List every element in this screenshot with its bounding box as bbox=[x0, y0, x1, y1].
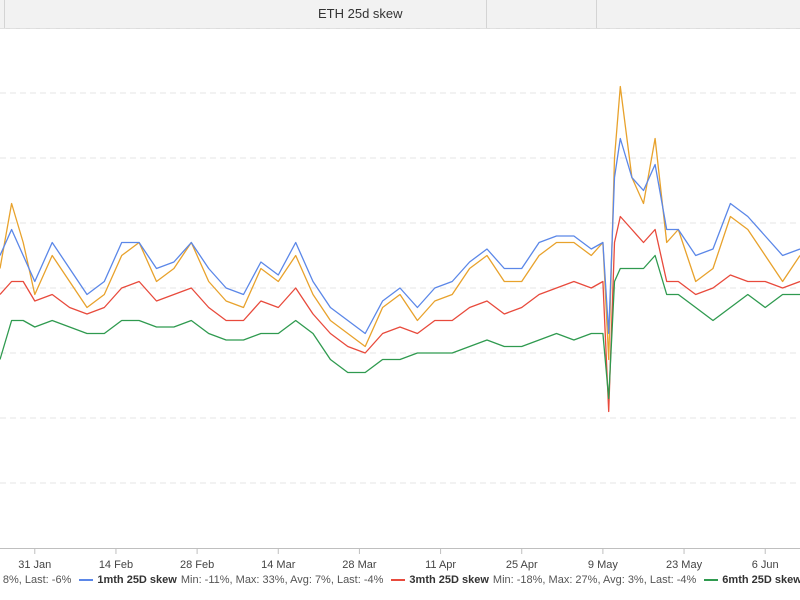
x-tick-label: 31 Jan bbox=[18, 559, 51, 571]
legend-series-name: 6mth 25D skew bbox=[722, 574, 800, 586]
x-tick-label: 14 Feb bbox=[99, 559, 133, 571]
series-line bbox=[0, 85, 800, 361]
legend-swatch bbox=[79, 579, 94, 581]
legend-series-stats: Min: -11%, Max: 33%, Avg: 7%, Last: -4% bbox=[180, 574, 384, 586]
series-line bbox=[0, 215, 800, 413]
legend-swatch bbox=[391, 579, 406, 581]
x-tick-label: 28 Mar bbox=[342, 559, 377, 571]
legend-series-name: 3mth 25D skew bbox=[409, 574, 489, 586]
x-tick-label: 6 Jun bbox=[752, 559, 779, 571]
legend-item[interactable]: 6mth 25D skew bbox=[704, 574, 800, 586]
legend-item[interactable]: Avg: 8%, Last: -6% bbox=[0, 574, 71, 586]
x-tick-label: 23 May bbox=[666, 559, 703, 571]
line-chart[interactable]: 31 Jan 14 Feb 28 Feb 14 Mar 28 Mar 11 Apr 25 A… bbox=[0, 28, 800, 574]
chart-title: ETH 25d skew bbox=[318, 6, 403, 21]
series-line bbox=[0, 137, 800, 335]
header-divider bbox=[596, 0, 597, 28]
chart-header: ETH 25d skew bbox=[0, 0, 800, 29]
x-tick-label: 28 Feb bbox=[180, 559, 214, 571]
header-divider bbox=[486, 0, 487, 28]
x-tick-label: 9 May bbox=[588, 559, 618, 571]
legend-item[interactable]: 3mth 25D skew Min: -18%, Max: 27%, Avg: 3… bbox=[391, 574, 696, 586]
series-line bbox=[0, 254, 800, 400]
x-tick-label: 14 Mar bbox=[261, 559, 296, 571]
legend-series-stats: Avg: 8%, Last: -6% bbox=[0, 574, 72, 586]
header-divider bbox=[4, 0, 5, 28]
x-tick-label: 11 Apr bbox=[425, 559, 456, 571]
legend-item[interactable]: 1mth 25D skew Min: -11%, Max: 33%, Avg: 7… bbox=[79, 574, 383, 586]
legend-series-stats: Min: -18%, Max: 27%, Avg: 3%, Last: -4% bbox=[492, 574, 697, 586]
legend-series-name: 1mth 25D skew bbox=[97, 574, 177, 586]
legend-swatch bbox=[704, 579, 719, 581]
x-tick-label: 25 Apr bbox=[506, 559, 538, 571]
